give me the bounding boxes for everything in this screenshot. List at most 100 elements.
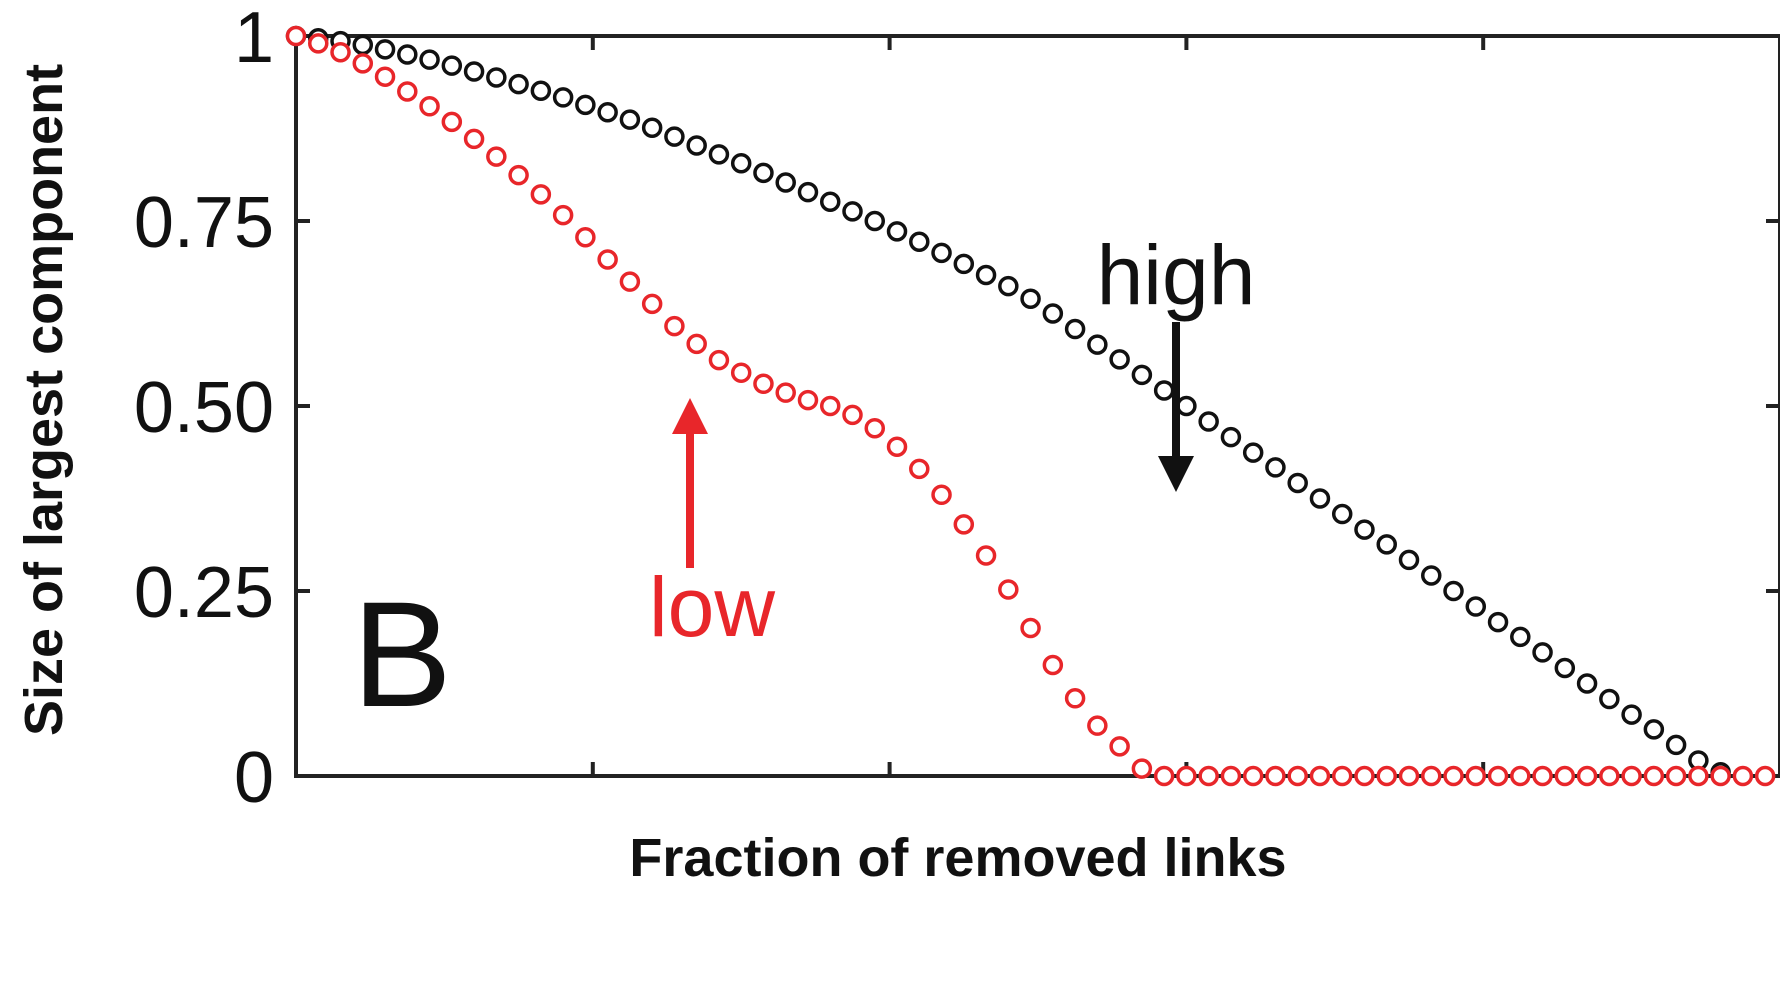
data-point-high (1421, 565, 1442, 586)
data-point-high (1042, 303, 1064, 324)
data-point-high (842, 201, 863, 222)
data-point-low (1198, 765, 1219, 787)
data-point-high (374, 39, 396, 60)
data-point-low (1710, 765, 1731, 787)
data-point-high (1198, 411, 1219, 432)
data-point-high (1020, 288, 1041, 309)
y-tick-label: 0.25 (134, 553, 274, 633)
data-point-low (374, 66, 396, 87)
data-point-low (641, 293, 663, 315)
series-high (285, 25, 1731, 783)
y-tick-label: 0 (234, 738, 274, 818)
data-point-low (1576, 765, 1598, 787)
data-point-high (1153, 380, 1175, 401)
data-point-low (686, 333, 707, 355)
data-point-high (619, 109, 641, 130)
y-tick-labels: 0 0.25 0.50 0.75 1 (134, 0, 274, 818)
data-point-high (708, 144, 730, 165)
data-point-high (931, 242, 952, 264)
data-point-low (708, 349, 730, 371)
data-point-high (1398, 549, 1420, 571)
data-point-low (619, 271, 641, 292)
data-point-high (508, 73, 529, 95)
data-point-high (775, 172, 796, 193)
data-point-high (975, 264, 997, 286)
data-point-low (352, 53, 374, 74)
data-point-high (1532, 642, 1553, 663)
data-point-low (575, 227, 596, 248)
data-point-low (842, 404, 863, 426)
data-point-high (1309, 488, 1331, 509)
data-point-high (441, 55, 463, 76)
data-point-low (864, 417, 886, 439)
data-point-high (1109, 349, 1130, 370)
data-point-low (1087, 715, 1108, 736)
data-point-low (1354, 765, 1375, 787)
data-point-low (1220, 765, 1242, 787)
data-point-high (730, 153, 752, 174)
data-point-low (1554, 765, 1576, 787)
data-point-low (1131, 758, 1153, 779)
data-point-low (441, 111, 463, 133)
data-point-low (530, 184, 552, 205)
data-point-low (1487, 765, 1509, 787)
data-point-high (1176, 395, 1197, 417)
data-point-high (664, 126, 685, 147)
data-point-low (1754, 765, 1776, 787)
data-point-low (508, 164, 529, 186)
data-point-low (1265, 765, 1286, 787)
data-point-low (1465, 765, 1487, 787)
data-point-high (1576, 673, 1598, 694)
data-point-low (285, 25, 307, 47)
data-point-high (819, 191, 841, 213)
data-point-low (1665, 765, 1687, 787)
data-point-low (1064, 688, 1086, 709)
data-point-low (1510, 765, 1531, 787)
y-tick-label: 0.75 (134, 183, 274, 263)
data-point-low (1376, 765, 1397, 787)
data-point-low (1331, 765, 1353, 787)
data-point-high (1599, 688, 1620, 710)
data-point-high (886, 221, 908, 242)
data-point-low (775, 382, 796, 403)
data-point-low (1109, 736, 1130, 757)
data-point-high (1220, 426, 1242, 448)
data-point-low (397, 81, 418, 102)
data-point-high (797, 181, 819, 203)
data-point-high (1064, 318, 1086, 340)
data-point-high (1643, 719, 1665, 740)
y-axis-title: Size of largest component (14, 64, 74, 736)
panel-letter: B (352, 570, 452, 738)
data-point-high (686, 135, 707, 156)
x-axis-title: Fraction of removed links (629, 828, 1286, 888)
data-point-low (1176, 765, 1197, 787)
data-point-low (909, 458, 930, 480)
data-point-low (1732, 765, 1754, 787)
series-label-low: low (649, 560, 775, 654)
data-point-low (730, 362, 752, 383)
data-point-low (1643, 765, 1665, 787)
data-point-high (1510, 626, 1531, 648)
data-point-low (753, 373, 774, 395)
data-point-low (975, 545, 997, 566)
data-point-low (953, 514, 975, 535)
data-point-high (1376, 534, 1397, 555)
data-point-low (998, 579, 1019, 600)
data-point-low (1421, 765, 1442, 787)
data-point-high (1131, 364, 1153, 386)
data-point-high (1665, 734, 1687, 756)
data-point-low (1042, 654, 1064, 676)
data-point-high (1487, 611, 1509, 633)
data-point-high (1621, 704, 1642, 725)
data-point-high (1265, 457, 1286, 478)
data-point-high (1242, 442, 1264, 463)
data-point-low (1599, 765, 1620, 787)
data-point-low (552, 204, 574, 226)
y-tick-label: 1 (234, 0, 274, 78)
data-point-high (909, 231, 930, 252)
data-point-high (953, 253, 975, 275)
data-point-low (486, 146, 507, 167)
data-point-low (1443, 765, 1464, 787)
data-point-low (463, 128, 485, 150)
